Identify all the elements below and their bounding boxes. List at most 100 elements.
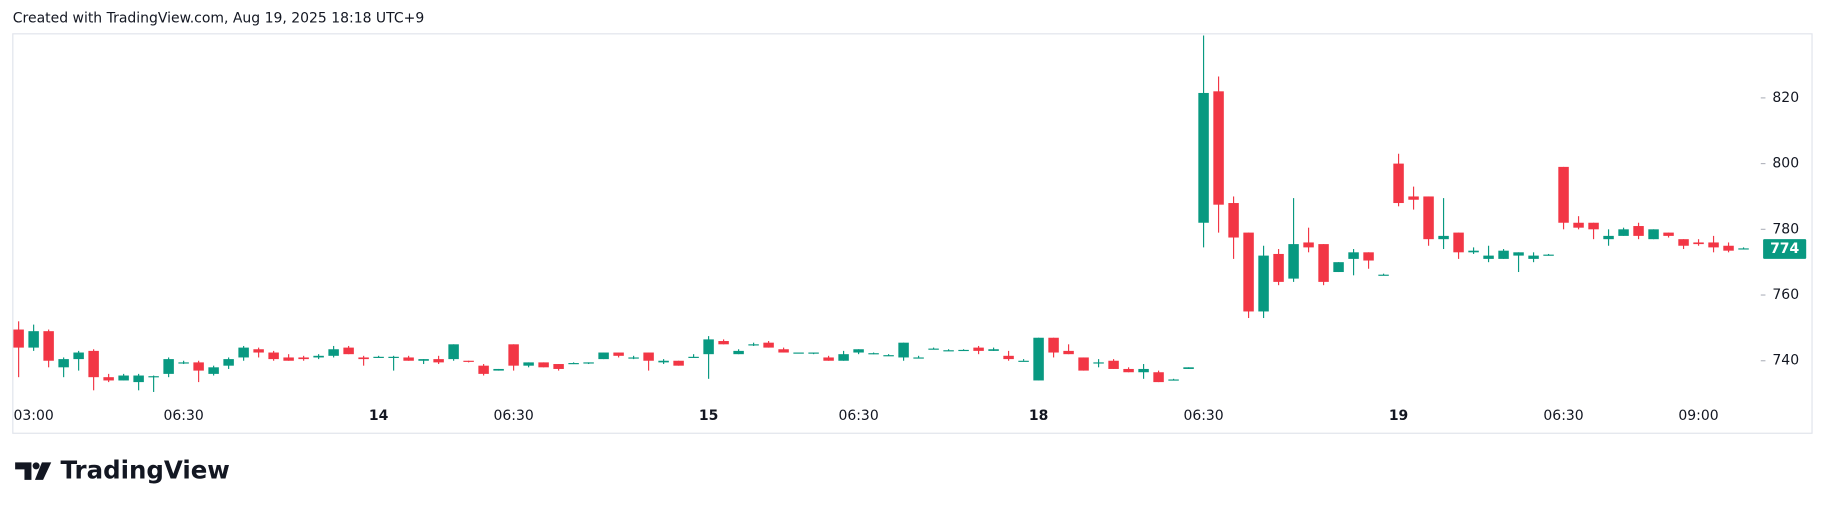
candle-body — [463, 360, 474, 362]
candle-body — [1693, 242, 1704, 245]
candle-body — [1423, 196, 1434, 240]
candle-body — [88, 350, 99, 378]
candle-body — [1003, 355, 1014, 360]
x-tick-label: 06:30 — [163, 408, 203, 424]
last-price-box — [1763, 239, 1807, 259]
candle-body — [1348, 252, 1359, 259]
candle-body — [823, 357, 834, 361]
candle-body — [838, 354, 849, 361]
header: Created with TradingView.com, Aug 19, 20… — [13, 11, 424, 27]
candle-body — [1288, 244, 1299, 279]
candle-body — [433, 359, 444, 363]
candle-body — [1303, 242, 1314, 248]
y-tick-label: 780 — [1772, 221, 1799, 237]
candle-body — [1108, 360, 1119, 369]
candle-body — [1093, 362, 1104, 364]
candle-body — [1708, 242, 1719, 248]
candle-body — [313, 355, 324, 358]
candle-body — [58, 359, 69, 368]
candle-body — [283, 357, 294, 361]
candle-body — [133, 375, 144, 383]
candle-body — [1198, 92, 1209, 223]
candle-body — [1033, 337, 1044, 381]
candle-body — [568, 363, 579, 365]
candle-body — [373, 356, 384, 358]
x-tick-label: 14 — [369, 408, 389, 424]
candle-body — [1168, 379, 1179, 381]
candle-body — [583, 362, 594, 364]
candle-body — [1078, 357, 1089, 371]
candle-body — [298, 357, 309, 360]
x-tick-label: 06:30 — [1183, 408, 1223, 424]
candle-body — [793, 352, 804, 354]
logo-text: TradingView — [61, 456, 230, 485]
x-tick-label: 06:30 — [493, 408, 533, 424]
candle-body — [538, 362, 549, 368]
candle-body — [1513, 252, 1524, 256]
candle-body — [1528, 255, 1539, 259]
candle-body — [1453, 232, 1464, 253]
candle-body — [1498, 250, 1509, 259]
candle-body — [808, 352, 819, 354]
x-tick-label: 15 — [699, 408, 718, 424]
candle-body — [1018, 360, 1029, 362]
candle-body — [1633, 226, 1644, 236]
candle-body — [328, 349, 339, 356]
candle-body — [1378, 274, 1389, 276]
candle-body — [643, 352, 654, 361]
candle-body — [1318, 244, 1329, 282]
candle-body — [628, 357, 639, 359]
y-tick-label: 820 — [1772, 90, 1799, 106]
candle-body — [268, 352, 279, 360]
candle-body — [598, 352, 609, 360]
x-tick-label: 06:30 — [1543, 408, 1583, 424]
candle-body — [148, 376, 159, 378]
candle-body — [1573, 222, 1584, 228]
x-tick-label: 06:30 — [838, 408, 878, 424]
candle-body — [523, 362, 534, 366]
last-price-label: 774 — [1770, 241, 1799, 257]
x-tick-label: 18 — [1029, 408, 1048, 424]
candle-body — [1228, 203, 1239, 238]
candle-body — [1468, 250, 1479, 253]
candle-body — [1483, 255, 1494, 259]
candle-body — [1648, 229, 1659, 240]
candle-body — [103, 377, 114, 381]
candle-body — [508, 344, 519, 366]
candle-body — [673, 360, 684, 366]
candle-body — [1723, 245, 1734, 251]
candle-body — [658, 360, 669, 363]
candle-body — [178, 362, 189, 364]
x-tick-label: 19 — [1389, 408, 1408, 424]
candle-body — [883, 355, 894, 357]
logo-icon — [15, 462, 52, 480]
candle-body — [1048, 337, 1059, 353]
candle-body — [718, 341, 729, 345]
candle-body — [778, 349, 789, 353]
candle-body — [1543, 254, 1554, 256]
candle-body — [43, 331, 54, 361]
y-tick-label: 740 — [1772, 353, 1799, 369]
candle-body — [613, 352, 624, 356]
candle-body — [1663, 232, 1674, 236]
candle-body — [253, 349, 264, 353]
candle-body — [1738, 248, 1749, 250]
candle-body — [478, 365, 489, 374]
x-tick-label: 09:00 — [1678, 408, 1718, 424]
candle-body — [208, 367, 219, 374]
candle-body — [853, 349, 864, 353]
candle-body — [1603, 235, 1614, 240]
candle-body — [118, 375, 129, 381]
candle-body — [163, 359, 174, 374]
candle-body — [493, 368, 504, 371]
x-tick-label: 03:00 — [13, 408, 53, 424]
candle-body — [1618, 229, 1629, 236]
candle-body — [1063, 350, 1074, 355]
candle-body — [1588, 222, 1599, 230]
candle-body — [1138, 368, 1149, 373]
candle-body — [1393, 163, 1404, 204]
y-tick-label: 800 — [1772, 156, 1799, 172]
candle-body — [1243, 232, 1254, 312]
candle-body — [343, 347, 354, 355]
